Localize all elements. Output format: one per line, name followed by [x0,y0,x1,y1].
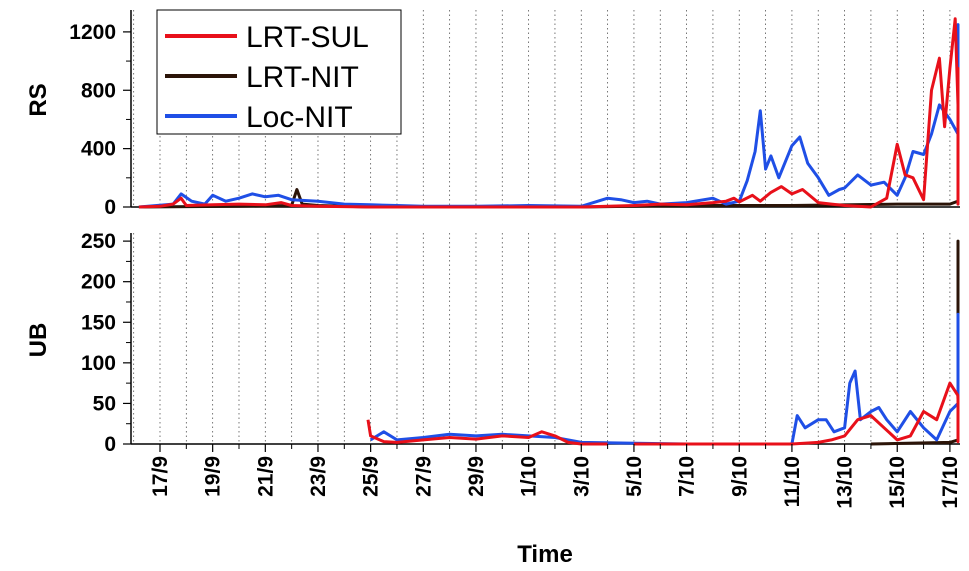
y-tick-label: 800 [81,79,116,102]
y-tick-label: 0 [104,433,116,456]
rs-y-axis-label: RS [25,83,52,116]
legend-box [156,9,402,135]
y-tick-label: 100 [81,352,116,375]
y-tick-label: 400 [81,138,116,161]
x-tick-label: 23/9 [307,456,330,497]
legend-label-lrt-nit: LRT-NIT [246,61,359,94]
legend-label-loc-nit: Loc-NIT [246,101,353,134]
vertical-gridlines [133,10,951,444]
x-tick-label: 11/10 [781,456,804,507]
y-tick-label: 250 [81,230,116,253]
x-tick-label: 1/10 [518,456,541,497]
legend-label-lrt-sul: LRT-SUL [246,21,369,54]
x-tick-label: 21/9 [254,456,277,497]
x-tick-label: 29/9 [465,456,488,497]
rs-series [138,17,960,209]
x-tick-label: 17/9 [149,456,172,497]
x-tick-label: 7/10 [676,456,699,497]
x-tick-label: 13/10 [834,456,857,509]
x-tick-label: 17/10 [939,456,962,509]
x-tick-label: 25/9 [360,456,383,497]
series-line-lrt-sul [366,381,960,446]
ub-series [366,239,960,446]
y-tick-label: 150 [81,311,116,334]
x-tick-label: 5/10 [623,456,646,497]
y-tick-label: 0 [104,196,116,219]
x-axis-label: Time [517,541,573,568]
panel-ub: 0 50 100 150 200 250 UB [25,230,960,456]
x-tick-label: 27/9 [412,456,435,497]
ub-y-axis-label: UB [25,323,52,358]
series-line-loc-nit [369,312,960,446]
legend: LRT-SUL LRT-NIT Loc-NIT [156,9,402,135]
panel-rs: 0 400 800 1200 RS [25,10,960,219]
x-tick-label: 3/10 [570,456,593,497]
x-tick-labels: 17/9 19/9 21/9 23/9 25/9 27/9 29/9 1/10 3/10 5/10… [149,444,962,509]
x-tick-label: 9/10 [728,456,751,497]
rs-y-ticks: 0 400 800 1200 [69,21,131,219]
ub-y-ticks: 0 50 100 150 200 250 [81,230,131,456]
x-tick-label: 19/9 [202,456,225,497]
series-line-lrt-sul [138,17,960,209]
y-tick-label: 200 [81,271,116,294]
y-tick-label: 50 [93,392,116,415]
y-tick-label: 1200 [69,21,116,44]
x-tick-label: 15/10 [886,456,909,509]
